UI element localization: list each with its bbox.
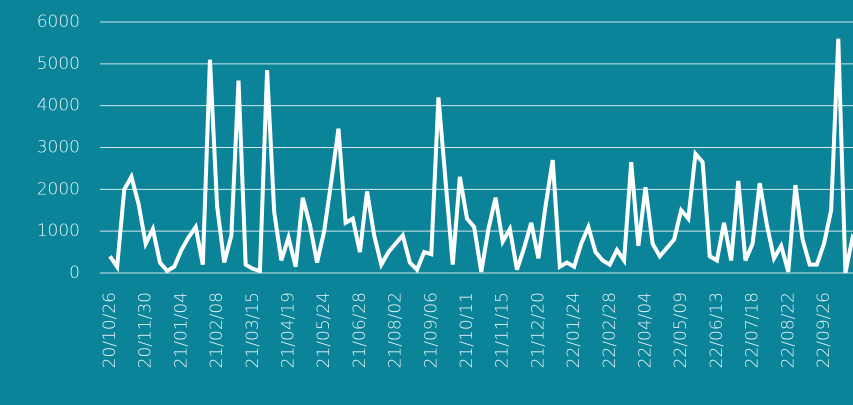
x-tick-label: 20/11/30 xyxy=(136,292,156,368)
x-tick-label: 22/09/26 xyxy=(814,292,834,368)
x-tick-label: 21/05/24 xyxy=(314,292,334,368)
x-tick-label: 21/04/19 xyxy=(279,292,299,368)
y-tick-label: 6000 xyxy=(37,12,80,32)
x-tick-label: 22/07/18 xyxy=(743,292,763,368)
x-tick-label: 22/02/28 xyxy=(600,292,620,368)
x-tick-label: 22/04/04 xyxy=(636,292,656,368)
x-tick-label: 22/06/13 xyxy=(707,292,727,368)
x-tick-label: 21/06/28 xyxy=(350,292,370,368)
x-tick-label: 22/08/22 xyxy=(778,292,798,368)
x-tick-label: 21/12/20 xyxy=(528,292,548,368)
y-tick-label: 0 xyxy=(69,263,80,283)
x-tick-label: 21/08/02 xyxy=(386,292,406,368)
x-tick-label: 21/01/04 xyxy=(171,292,191,368)
x-tick-label: 21/11/15 xyxy=(493,292,513,368)
y-tick-label: 5000 xyxy=(37,54,80,74)
x-tick-label: 21/10/11 xyxy=(457,292,477,368)
y-tick-label: 2000 xyxy=(37,179,80,199)
x-tick-label: 21/09/06 xyxy=(421,292,441,368)
y-tick-label: 1000 xyxy=(37,221,80,241)
x-tick-label: 21/03/15 xyxy=(243,292,263,368)
x-tick-label: 21/02/08 xyxy=(207,292,227,368)
data-line xyxy=(108,38,853,274)
x-tick-label: 22/05/09 xyxy=(671,292,691,368)
y-tick-label: 3000 xyxy=(37,138,80,158)
x-tick-label: 20/10/26 xyxy=(100,292,120,368)
y-tick-label: 4000 xyxy=(37,96,80,116)
x-tick-label: 22/01/24 xyxy=(564,292,584,368)
